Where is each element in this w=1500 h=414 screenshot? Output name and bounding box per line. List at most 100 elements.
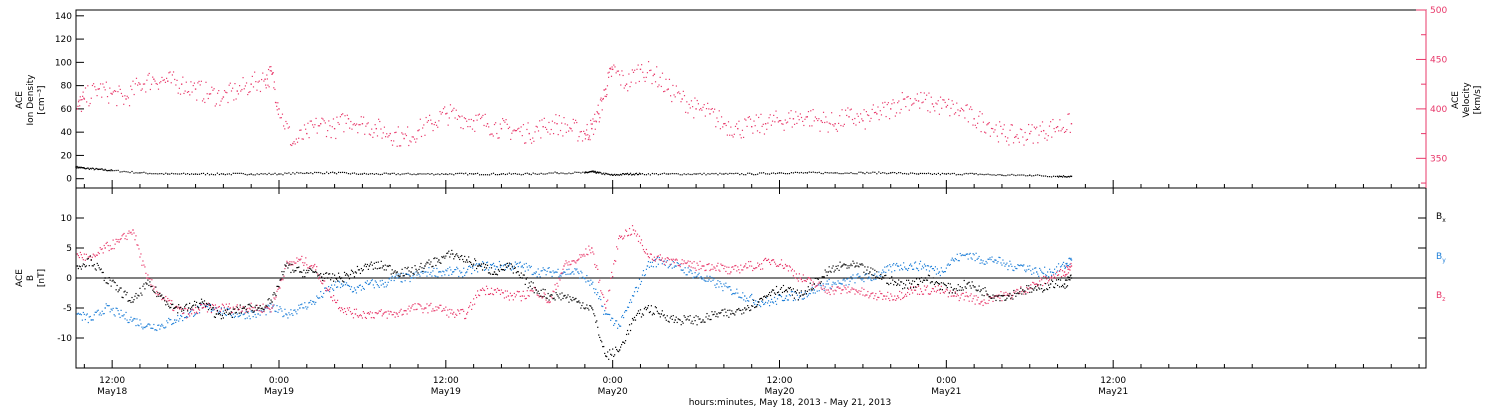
- ion-density-point: [477, 172, 479, 174]
- By-point: [700, 276, 702, 278]
- b-y-tick-label: -10: [57, 334, 72, 344]
- Bx-point: [544, 289, 546, 291]
- velocity-point: [814, 116, 817, 118]
- Bz-point: [476, 296, 478, 299]
- Bz-point: [256, 304, 258, 306]
- By-point: [771, 301, 774, 303]
- Bx-point: [262, 308, 264, 310]
- By-point: [786, 299, 789, 301]
- Bx-point: [977, 289, 979, 291]
- ion-density-point: [927, 172, 930, 174]
- Bx-point: [517, 271, 519, 273]
- ion-density-point: [1017, 174, 1019, 176]
- By-point: [283, 315, 285, 317]
- By-point: [644, 274, 647, 276]
- velocity-point: [278, 108, 280, 110]
- Bz-point: [677, 264, 679, 267]
- velocity-point: [740, 137, 742, 139]
- Bx-point: [954, 292, 956, 294]
- By-point: [430, 271, 432, 274]
- Bz-point: [252, 307, 254, 309]
- Bx-point: [346, 274, 349, 276]
- By-point: [661, 263, 663, 265]
- Bx-point: [836, 268, 838, 270]
- Bz-point: [1065, 274, 1067, 276]
- Bz-point: [1015, 290, 1017, 292]
- velocity-point: [257, 81, 259, 83]
- By-point: [636, 290, 639, 293]
- Bz-point: [1013, 291, 1015, 293]
- Bz-point: [352, 317, 355, 319]
- Bx-point: [644, 306, 647, 308]
- By-point: [305, 306, 307, 308]
- By-point: [537, 268, 539, 270]
- By-point: [1065, 263, 1068, 265]
- Bz-point: [841, 289, 843, 291]
- By-point: [415, 271, 417, 273]
- velocity-point: [105, 81, 107, 83]
- Bx-point: [829, 270, 831, 272]
- Bx-point: [735, 311, 737, 313]
- velocity-point: [216, 92, 219, 94]
- Bx-point: [658, 313, 660, 315]
- Bz-point: [166, 300, 168, 302]
- velocity-point: [112, 91, 114, 93]
- Bx-point: [426, 261, 428, 263]
- velocity-point: [591, 123, 593, 125]
- By-point: [345, 282, 348, 284]
- Bz-point: [206, 311, 209, 313]
- Bx-point: [706, 312, 708, 315]
- velocity-point: [770, 124, 772, 126]
- velocity-point: [213, 88, 215, 90]
- velocity-point: [219, 104, 221, 106]
- velocity-point: [517, 128, 519, 130]
- By-point: [992, 260, 994, 263]
- By-point: [768, 305, 771, 307]
- By-point: [412, 275, 414, 277]
- ion-density-point: [141, 172, 143, 174]
- Bx-point: [870, 267, 872, 269]
- Bx-point: [402, 275, 404, 277]
- velocity-point: [529, 138, 532, 141]
- velocity-point: [474, 130, 476, 132]
- velocity-point: [877, 106, 879, 108]
- Bz-point: [201, 307, 204, 309]
- By-point: [1025, 271, 1027, 273]
- velocity-point: [90, 97, 92, 99]
- ion-density-point: [85, 168, 87, 170]
- By-point: [221, 313, 223, 315]
- By-point: [194, 313, 197, 315]
- velocity-point: [729, 134, 731, 136]
- velocity-point: [366, 123, 368, 125]
- Bx-point: [1065, 286, 1068, 288]
- velocity-point: [632, 71, 635, 73]
- Bz-point: [354, 313, 357, 315]
- Bz-point: [784, 263, 787, 266]
- Bz-point: [684, 262, 686, 264]
- By-point: [615, 320, 617, 322]
- By-point: [695, 276, 697, 278]
- ion-density-point: [749, 172, 751, 174]
- Bz-point: [261, 311, 263, 314]
- Bx-point: [925, 279, 928, 281]
- Bz-point: [274, 298, 276, 300]
- Bx-point: [184, 306, 186, 308]
- ion-density-point: [288, 172, 290, 174]
- Bx-point: [182, 308, 184, 310]
- velocity-point: [283, 125, 285, 127]
- Bx-point: [1067, 276, 1069, 278]
- Bx-point: [636, 312, 639, 315]
- Bx-point: [740, 309, 742, 312]
- Bx-point: [506, 262, 508, 264]
- Bx-point: [348, 278, 351, 280]
- velocity-point: [364, 133, 366, 135]
- ion-density-point: [747, 172, 749, 174]
- Bz-point: [132, 229, 134, 231]
- velocity-point: [192, 84, 194, 87]
- By-point: [365, 282, 367, 284]
- Bz-point: [123, 232, 125, 235]
- By-point: [941, 270, 943, 272]
- velocity-point: [511, 132, 513, 134]
- By-point: [1052, 272, 1055, 274]
- velocity-point: [263, 80, 265, 82]
